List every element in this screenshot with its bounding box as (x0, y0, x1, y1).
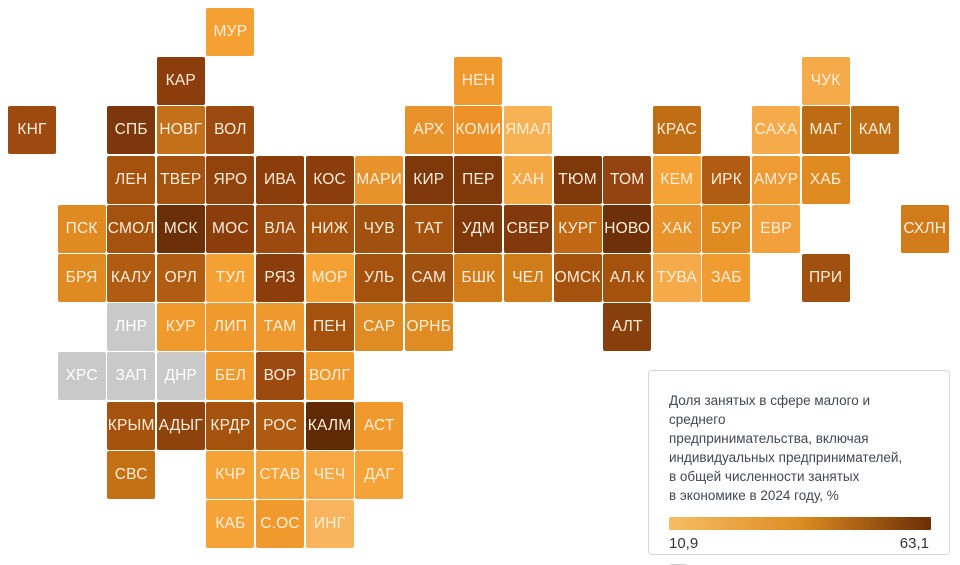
region-tile[interactable]: ТУВА (652, 254, 701, 302)
legend-title: Доля занятых в сфере малого и среднего п… (669, 393, 903, 503)
region-tile[interactable]: ДАГ (355, 450, 404, 499)
region-tile[interactable]: ДНР (156, 352, 205, 401)
region-tile[interactable]: КАМ (851, 106, 900, 155)
region-tile[interactable]: ХАК (652, 204, 701, 253)
region-tile[interactable]: КРДР (206, 401, 255, 450)
region-tile[interactable]: ХАН (504, 155, 552, 204)
region-tile[interactable]: УЛЬ (355, 254, 404, 302)
region-tile[interactable]: КАЛМ (305, 401, 354, 450)
region-tile[interactable]: АМУР (752, 155, 800, 204)
legend-max-value: 63,1 (899, 535, 929, 552)
region-tile[interactable]: ВОЛГ (305, 352, 354, 401)
region-tile[interactable]: ТУЛ (206, 254, 255, 302)
region-tile[interactable]: ИВА (256, 155, 304, 204)
region-tile[interactable]: КАР (156, 57, 205, 106)
region-tile[interactable]: АДЫГ (156, 401, 205, 450)
region-tile[interactable]: АСТ (355, 401, 404, 450)
region-tile[interactable]: ОРЛ (156, 254, 205, 302)
region-tile[interactable]: КОС (305, 155, 354, 204)
region-tile[interactable]: МАРИ (355, 155, 404, 204)
region-tile[interactable]: КЕМ (652, 155, 701, 204)
region-tile[interactable]: ЛЕН (107, 155, 156, 204)
region-tile[interactable]: КРЫМ (107, 401, 156, 450)
region-tile[interactable]: КРАС (652, 106, 701, 155)
region-tile[interactable]: НОВО (603, 204, 652, 253)
region-tile[interactable]: СПБ (107, 106, 156, 155)
region-tile[interactable]: АРХ (404, 106, 453, 155)
region-tile[interactable]: СВС (107, 450, 156, 499)
region-tile[interactable]: ХАБ (801, 155, 850, 204)
region-tile[interactable]: ЗАБ (702, 254, 751, 302)
region-tile[interactable]: ТАТ (404, 204, 453, 253)
region-tile[interactable]: КУРГ (553, 204, 602, 253)
region-tile[interactable]: ВЛА (256, 204, 304, 253)
region-tile[interactable]: ИРК (702, 155, 751, 204)
legend-panel: Доля занятых в сфере малого и среднего п… (648, 370, 950, 565)
region-tile[interactable]: НИЖ (305, 204, 354, 253)
region-tile[interactable]: КАБ (206, 500, 255, 548)
region-tile[interactable]: МСК (156, 204, 205, 253)
region-tile[interactable]: ЧЕЛ (504, 254, 552, 302)
region-tile[interactable]: МОР (305, 254, 354, 302)
region-tile[interactable]: НОВГ (156, 106, 205, 155)
region-tile[interactable]: РОС (256, 401, 304, 450)
region-tile[interactable]: БЕЛ (206, 352, 255, 401)
region-tile[interactable]: МУР (206, 8, 255, 56)
region-tile[interactable]: ТВЕР (156, 155, 205, 204)
region-tile[interactable]: САМ (404, 254, 453, 302)
region-tile[interactable]: САР (355, 303, 404, 352)
region-tile[interactable]: ТАМ (256, 303, 304, 352)
region-tile[interactable]: ЗАП (107, 352, 156, 401)
region-tile[interactable]: БУР (702, 204, 751, 253)
region-tile[interactable]: ТЮМ (553, 155, 602, 204)
region-tile[interactable]: КАЛУ (107, 254, 156, 302)
region-tile[interactable]: САХА (752, 106, 800, 155)
region-tile[interactable]: МАГ (801, 106, 850, 155)
region-tile[interactable]: ОРНБ (404, 303, 453, 352)
region-tile[interactable]: С.ОС (256, 500, 304, 548)
region-tile[interactable]: ЧЕЧ (305, 450, 354, 499)
region-tile[interactable]: ЧУК (801, 57, 850, 106)
legend-scale-labels: 10,9 63,1 (669, 535, 929, 552)
legend-min-value: 10,9 (669, 535, 699, 552)
region-tile[interactable]: КЧР (206, 450, 255, 499)
region-tile[interactable]: ПЕН (305, 303, 354, 352)
region-tile[interactable]: ОМСК (553, 254, 602, 302)
region-tile[interactable]: ЧУВ (355, 204, 404, 253)
region-tile[interactable]: ПЕР (454, 155, 503, 204)
region-tile[interactable]: РЯЗ (256, 254, 304, 302)
region-tile[interactable]: СМОЛ (107, 204, 156, 253)
region-tile[interactable]: КУР (156, 303, 205, 352)
region-tile[interactable]: СВЕР (504, 204, 552, 253)
region-tile[interactable]: СХЛН (900, 204, 949, 253)
region-tile[interactable]: ВОР (256, 352, 304, 401)
region-tile[interactable]: ПРИ (801, 254, 850, 302)
region-tile[interactable]: НЕН (454, 57, 503, 106)
region-tile[interactable]: КНГ (8, 106, 56, 155)
region-tile[interactable]: ПСК (57, 204, 106, 253)
region-tile[interactable]: ВОЛ (206, 106, 255, 155)
region-tile[interactable]: ИНГ (305, 500, 354, 548)
region-tile[interactable]: ХРС (57, 352, 106, 401)
region-tile[interactable]: АЛТ (603, 303, 652, 352)
region-tile[interactable]: АЛ.К (603, 254, 652, 302)
legend-gradient-bar (669, 517, 931, 530)
region-tile[interactable]: УДМ (454, 204, 503, 253)
region-tile[interactable]: ЛНР (107, 303, 156, 352)
region-tile[interactable]: ТОМ (603, 155, 652, 204)
region-tile[interactable]: ЯМАЛ (504, 106, 552, 155)
region-tile[interactable]: ЯРО (206, 155, 255, 204)
region-tile[interactable]: СТАВ (256, 450, 304, 499)
region-tile[interactable]: БШК (454, 254, 503, 302)
region-tile[interactable]: ЛИП (206, 303, 255, 352)
region-tile[interactable]: БРЯ (57, 254, 106, 302)
region-tile[interactable]: КИР (404, 155, 453, 204)
region-tile[interactable]: МОС (206, 204, 255, 253)
region-tile[interactable]: КОМИ (454, 106, 503, 155)
region-tile[interactable]: ЕВР (752, 204, 800, 253)
